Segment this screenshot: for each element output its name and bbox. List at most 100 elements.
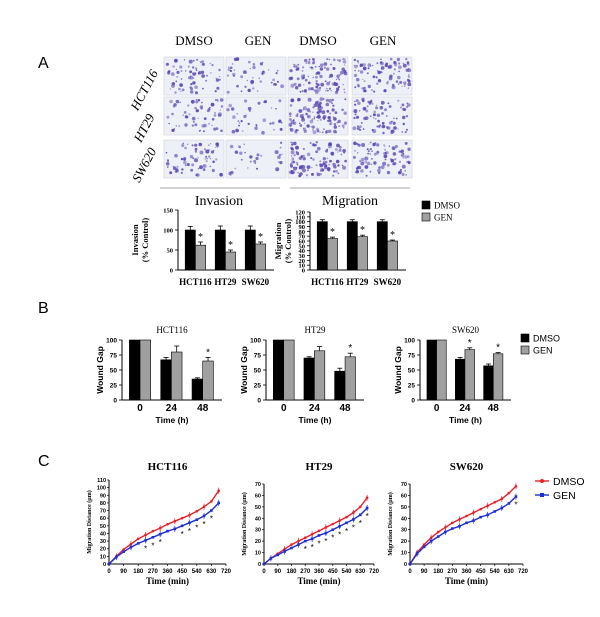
stained-cell [392,152,397,156]
stained-cell [343,121,347,125]
category-label: 0 [434,403,440,414]
stained-cell [399,80,403,84]
stained-cell [205,155,208,158]
stained-cell [296,163,299,166]
significance-star: * [206,347,210,358]
stained-cell [357,152,359,154]
stained-cell [291,142,293,144]
stained-cell [352,126,357,131]
stained-cell [392,86,394,88]
stained-cell [194,150,197,153]
significance-star: * [188,527,191,536]
micrograph-tile [163,139,225,179]
stained-cell [328,163,331,166]
y-tick-label: 110 [296,214,305,221]
stained-cell [342,127,345,129]
stained-cell [386,163,390,167]
stained-cell [307,97,312,102]
x-tick-label: 630 [355,569,366,575]
significance-star: * [317,539,320,548]
significance-star: * [258,232,263,243]
stained-cell [393,61,395,63]
stained-cell [280,121,283,124]
stained-cell [279,161,283,165]
stained-cell [404,85,406,87]
stained-cell [209,62,212,65]
legend-swatch-gen [421,212,431,222]
x-tick-label: 630 [504,569,515,575]
stained-cell [315,164,318,167]
stained-cell [290,150,295,155]
stained-cell [309,142,312,144]
stained-cell [352,155,356,159]
bar-gen [327,238,338,271]
stained-cell [180,70,183,72]
stained-cell [215,142,219,146]
micrograph-tile [225,56,287,96]
stained-cell [403,81,407,85]
legend-label-dmso: DMSO [533,334,560,344]
stained-cell [178,87,181,91]
x-tick-label: 630 [206,569,217,575]
stained-cell [387,102,390,105]
stained-cell [289,69,293,73]
stained-cell [220,98,224,102]
stained-cell [291,143,294,146]
stained-cell [377,79,382,83]
stained-cell [327,116,331,120]
stained-cell [279,141,283,144]
stained-cell [362,63,366,67]
bar-gen [225,251,236,271]
stained-cell [376,150,380,154]
legend-label-gen: GEN [434,213,453,223]
bar-dmso [483,365,494,401]
stained-cell [366,148,369,151]
data-point-gen [122,550,125,554]
x-axis-label: Time (h) [449,415,482,425]
significance-star: * [195,524,198,533]
stained-cell [276,80,279,83]
stained-cell [226,74,230,77]
col-header-gen-invasion: GEN [245,33,272,48]
x-tick-label: 270 [300,569,311,575]
stained-cell [319,67,324,71]
data-point-gen [136,542,140,545]
stained-cell [407,103,411,107]
stained-cell [355,77,360,82]
stained-cell [332,170,336,173]
stained-cell [176,70,180,74]
y-tick-label: 40 [401,516,407,522]
category-label: HT29 [214,277,237,287]
stained-cell [183,59,186,61]
x-tick-label: 0 [408,569,412,575]
stained-cell [201,74,206,78]
stained-cell [371,89,373,91]
stained-cell [322,162,326,166]
stained-cell [317,112,321,116]
stained-cell [398,65,402,70]
data-point-gen [151,535,155,539]
stained-cell [301,70,304,72]
data-point-gen [422,545,426,549]
stained-cell [297,83,302,87]
stained-cell [190,87,194,91]
stained-cell [296,113,299,115]
stained-cell [407,79,411,83]
stained-cell [379,61,383,64]
stained-cell [319,86,322,89]
stained-cell [310,157,313,160]
micrograph-tile [351,96,413,136]
stained-cell [313,89,315,92]
stained-cell [354,149,356,152]
stained-cell [332,163,335,165]
y-tick-label: 100 [163,228,173,235]
chart-title: HCT116 [148,461,188,473]
data-point-dmso [451,521,454,525]
significance-star: * [144,544,147,553]
stained-cell [214,90,217,93]
y-tick-label: 25 [254,383,262,390]
stained-cell [182,142,184,145]
stained-cell [400,150,404,154]
data-point-gen [465,521,468,525]
y-tick-label: 0 [302,268,305,275]
